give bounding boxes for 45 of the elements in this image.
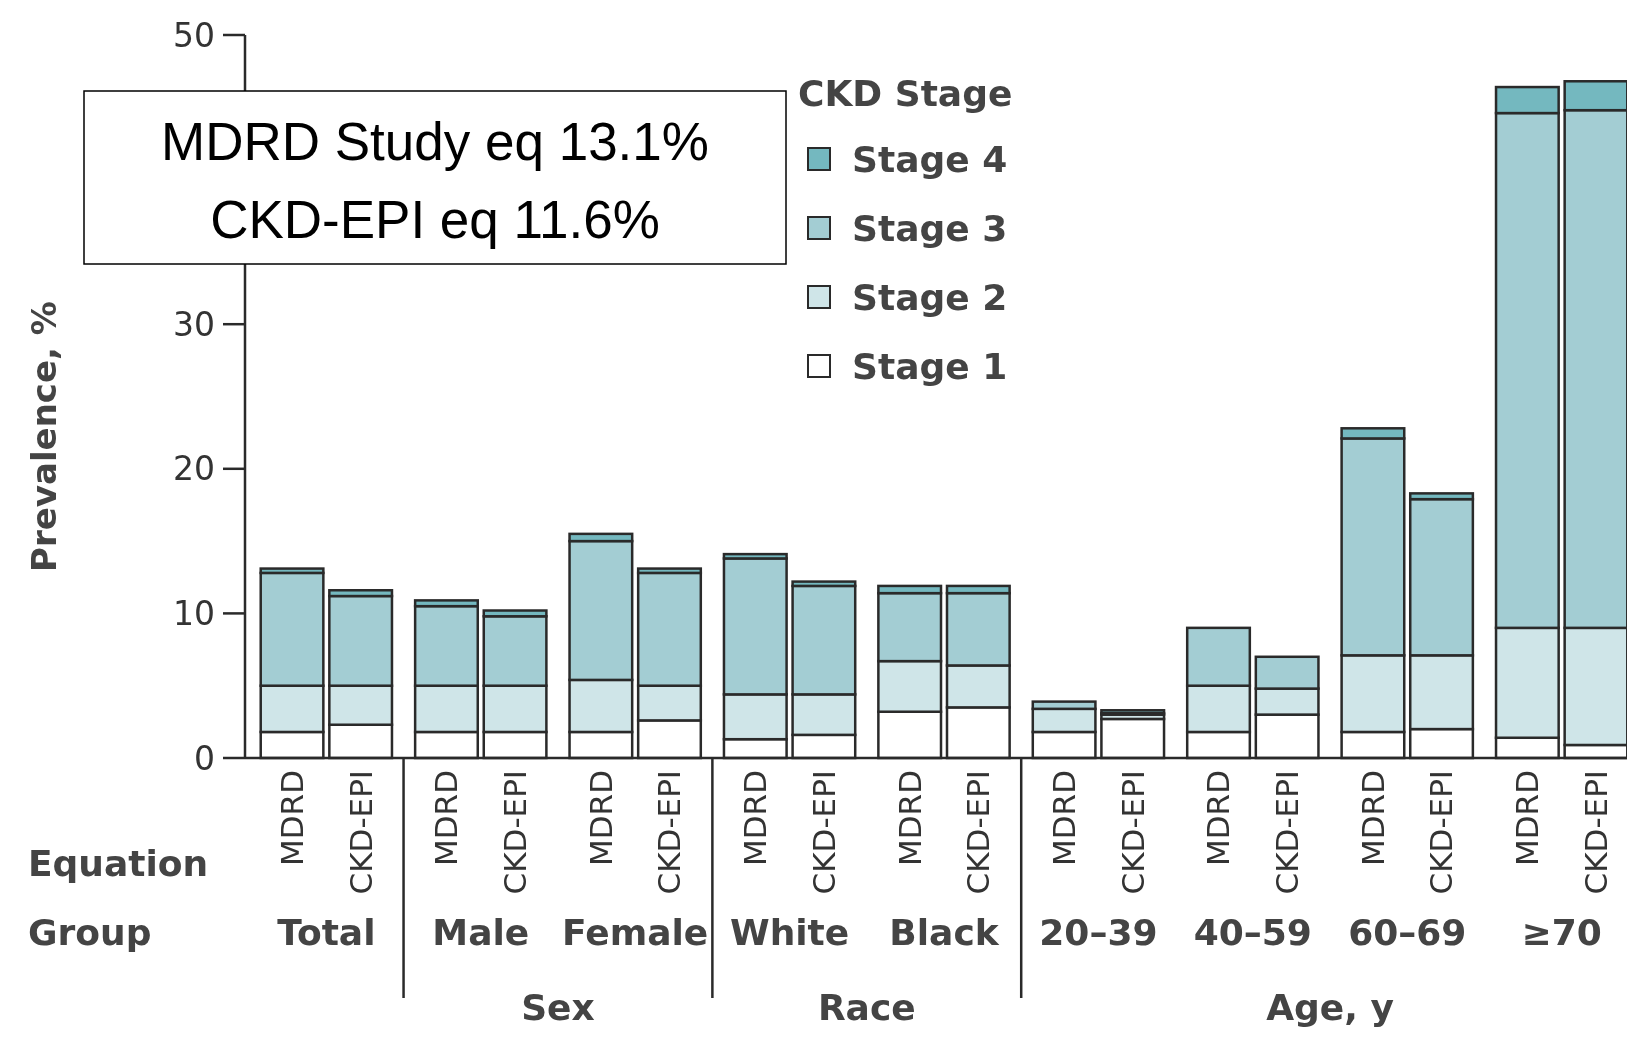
legend-label: Stage 4 <box>852 138 1008 180</box>
text: 40–59 <box>1193 912 1312 953</box>
text: 60–69 <box>1348 912 1467 953</box>
x-tick-label: MDRD <box>1509 770 1546 867</box>
x-tick-label: MDRD <box>1045 770 1082 867</box>
x-tick-label: CKD-EPI <box>342 770 379 895</box>
text: Age, y <box>1266 987 1394 1028</box>
y-tick-label: 30 <box>173 304 215 344</box>
text: Male <box>432 912 530 953</box>
text: White <box>729 912 850 953</box>
text: Equation <box>28 843 209 884</box>
text: Group <box>28 912 152 953</box>
x-tick-label: MDRD <box>891 770 928 867</box>
y-axis-title: Prevalence, % <box>24 301 64 572</box>
annotation: CKD-EPI eq 11.6% <box>210 190 660 249</box>
text: Race <box>817 987 916 1028</box>
annotation: MDRD Study eq 13.1% <box>161 112 709 171</box>
y-tick-label: 10 <box>173 593 215 633</box>
y-tick-label: 0 <box>194 738 215 778</box>
y-tick-label: 50 <box>173 15 215 55</box>
x-tick-label: MDRD <box>428 770 465 867</box>
x-tick-label: CKD-EPI <box>651 770 688 895</box>
text: 20–39 <box>1039 912 1158 953</box>
x-tick-label: CKD-EPI <box>960 770 997 895</box>
text: ≥70 <box>1521 912 1602 953</box>
x-tick-label: CKD-EPI <box>1114 770 1151 895</box>
legend-title: CKD Stage <box>798 73 1013 114</box>
x-tick-label: CKD-EPI <box>496 770 533 895</box>
text: Black <box>889 912 1000 953</box>
text: Total <box>277 912 376 953</box>
x-tick-label: CKD-EPI <box>1423 770 1460 895</box>
legend-label: Stage 2 <box>852 276 1008 318</box>
x-tick-label: CKD-EPI <box>805 770 842 895</box>
x-tick-label: CKD-EPI <box>1577 770 1614 895</box>
text: Female <box>562 912 709 953</box>
legend-label: Stage 3 <box>852 207 1008 249</box>
text: Sex <box>521 987 595 1028</box>
x-tick-label: MDRD <box>737 770 774 867</box>
x-tick-label: MDRD <box>273 770 310 867</box>
legend-label: Stage 1 <box>852 345 1008 387</box>
y-tick-label: 20 <box>173 449 215 489</box>
x-tick-label: MDRD <box>1200 770 1237 867</box>
x-tick-label: MDRD <box>1354 770 1391 867</box>
x-tick-label: CKD-EPI <box>1268 770 1305 895</box>
x-tick-label: MDRD <box>582 770 619 867</box>
